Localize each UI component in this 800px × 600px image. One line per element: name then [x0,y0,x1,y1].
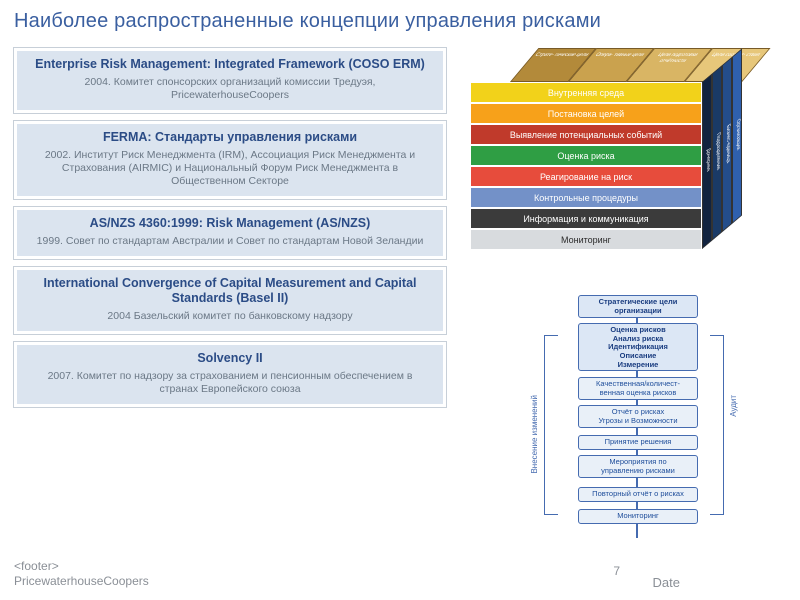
footer-company: PricewaterhouseCoopers [14,574,149,590]
flow-box: Мониторинг [578,509,698,524]
flow-box: Стратегические цели организации [578,295,698,318]
flow-box: Оценка рисковАнализ рискаИдентификацияОп… [578,323,698,371]
frameworks-list: Enterprise Risk Management: Integrated F… [14,48,446,407]
card-body: 2004. Комитет спонсорских организаций ко… [27,76,433,102]
card-title: International Convergence of Capital Mea… [27,276,433,307]
cube-side-cell: Организация [732,48,742,223]
card-body: 1999. Совет по стандартам Австралии и Со… [27,235,433,248]
cube-layer: Выявление потенциальных событий [470,124,702,145]
cube-layer: Внутренняя среда [470,82,702,103]
page-title: Наиболее распространенные концепции упра… [14,10,601,33]
cube-layer: Оценка риска [470,145,702,166]
framework-card: FERMA: Стандарты управления рисками 2002.… [14,121,446,199]
flow-box: Качественная/количест-венная оценка риск… [578,377,698,400]
cube-layer: Реагирование на риск [470,166,702,187]
page-number: 7 [613,564,620,578]
card-title: FERMA: Стандарты управления рисками [27,130,433,146]
flow-box: Отчёт о рискахУгрозы и Возможности [578,405,698,428]
card-title: AS/NZS 4360:1999: Risk Management (AS/NZ… [27,216,433,232]
cube-side-cell: Подразделение [712,65,722,240]
coso-cube-diagram: Страте- гические целиОпера- тивные целиЦ… [470,48,770,258]
flow-left-label: Внесение изменений [530,395,539,474]
cube-layer: Контрольные процедуры [470,187,702,208]
framework-card: Enterprise Risk Management: Integrated F… [14,48,446,113]
date-label: Date [653,575,680,590]
footer-tag: <footer> [14,559,149,575]
card-body: 2002. Институт Риск Менеджмента (IRM), А… [27,149,433,188]
flow-box: Мероприятия поуправлению рисками [578,455,698,478]
flow-box: Повторный отчёт о рисках [578,487,698,502]
cube-side-cell: Бизнес-единица [722,57,732,232]
framework-card: AS/NZS 4360:1999: Risk Management (AS/NZ… [14,207,446,259]
card-body: 2007. Комитет по надзору за страхованием… [27,370,433,396]
cube-layer: Информация и коммуникация [470,208,702,229]
flow-box: Принятие решения [578,435,698,450]
card-body: 2004 Базельский комитет по банковскому н… [27,310,433,323]
cube-layer: Постановка целей [470,103,702,124]
framework-card: Solvency II 2007. Комитет по надзору за с… [14,342,446,407]
flow-right-label: Аудит [729,395,738,417]
ferma-flowchart: Внесение изменений Аудит Стратегические … [488,295,768,550]
cube-side-cell: Дочернее [702,74,712,249]
footer-text: <footer> PricewaterhouseCoopers [14,559,149,590]
card-title: Solvency II [27,351,433,367]
card-title: Enterprise Risk Management: Integrated F… [27,57,433,73]
cube-layer: Мониторинг [470,229,702,250]
framework-card: International Convergence of Capital Mea… [14,267,446,334]
